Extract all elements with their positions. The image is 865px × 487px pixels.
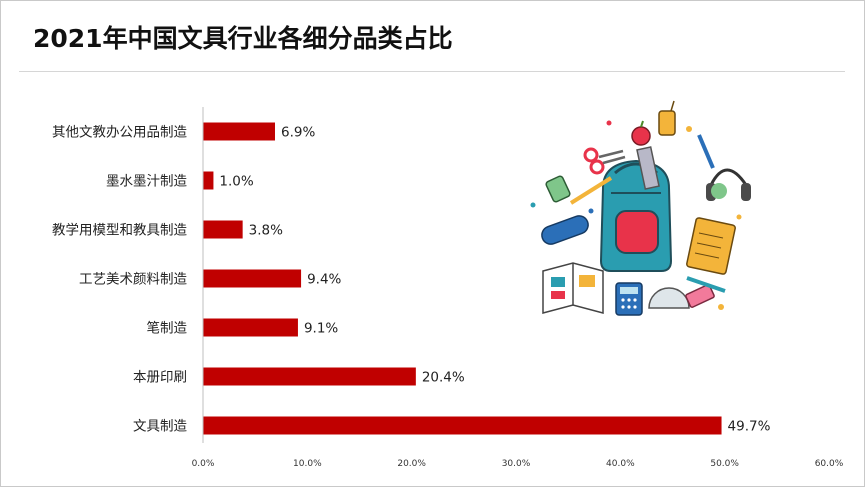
title-divider xyxy=(19,71,845,72)
apple-icon xyxy=(631,120,651,146)
sparkle-icon xyxy=(530,120,742,310)
backpack-icon xyxy=(599,146,673,272)
value-label: 9.4% xyxy=(307,272,341,288)
bar xyxy=(203,171,214,190)
x-tick-label: 30.0% xyxy=(502,459,531,469)
category-labels: 其他文教办公用品制造墨水墨汁制造教学用模型和教具制造工艺美术颜料制造笔制造本册印… xyxy=(52,125,187,435)
value-label: 3.8% xyxy=(249,223,283,239)
bar xyxy=(203,122,275,141)
x-tick-label: 50.0% xyxy=(710,459,739,469)
eraser-icon xyxy=(685,284,715,308)
category-label: 墨水墨汁制造 xyxy=(106,174,187,190)
pencil-case-icon xyxy=(541,215,589,245)
bar xyxy=(203,367,416,386)
x-axis: 0.0% 10.0% 20.0% 30.0% 40.0% 50.0% 60.0% xyxy=(192,107,844,469)
value-label: 20.4% xyxy=(422,370,465,386)
bar xyxy=(203,269,302,288)
headphones-icon xyxy=(706,168,751,201)
x-tick-label: 40.0% xyxy=(606,459,635,469)
bar xyxy=(203,416,722,435)
value-label: 49.7% xyxy=(728,419,771,435)
x-tick-label: 60.0% xyxy=(815,459,844,469)
juice-box-icon xyxy=(658,100,676,136)
x-tick-label: 10.0% xyxy=(293,459,322,469)
calculator-icon xyxy=(615,282,643,316)
value-labels: 6.9% 1.0% 3.8% 9.4% 9.1% 20.4% 49.7% xyxy=(219,125,770,435)
category-label: 教学用模型和教具制造 xyxy=(52,223,187,239)
bar xyxy=(203,220,243,239)
value-label: 9.1% xyxy=(304,321,338,337)
bars xyxy=(203,122,722,435)
open-book-icon xyxy=(542,262,604,314)
category-label: 本册印刷 xyxy=(133,370,187,386)
protractor-icon xyxy=(648,287,690,309)
x-tick-label: 0.0% xyxy=(192,459,215,469)
notebook-icon xyxy=(686,217,736,275)
category-label: 其他文教办公用品制造 xyxy=(52,125,187,141)
glue-icon xyxy=(545,175,571,203)
category-label: 笔制造 xyxy=(147,321,188,337)
category-label: 工艺美术颜料制造 xyxy=(79,272,187,288)
bar xyxy=(203,318,298,337)
category-label: 文具制造 xyxy=(133,419,187,435)
school-supplies-illustration xyxy=(530,100,751,316)
value-label: 1.0% xyxy=(219,174,253,190)
pencil-icon xyxy=(569,134,726,293)
page-title: 2021年中国文具行业各细分品类占比 xyxy=(33,24,453,53)
x-tick-label: 20.0% xyxy=(397,459,426,469)
value-label: 6.9% xyxy=(281,125,315,141)
scissors-icon xyxy=(583,147,626,175)
